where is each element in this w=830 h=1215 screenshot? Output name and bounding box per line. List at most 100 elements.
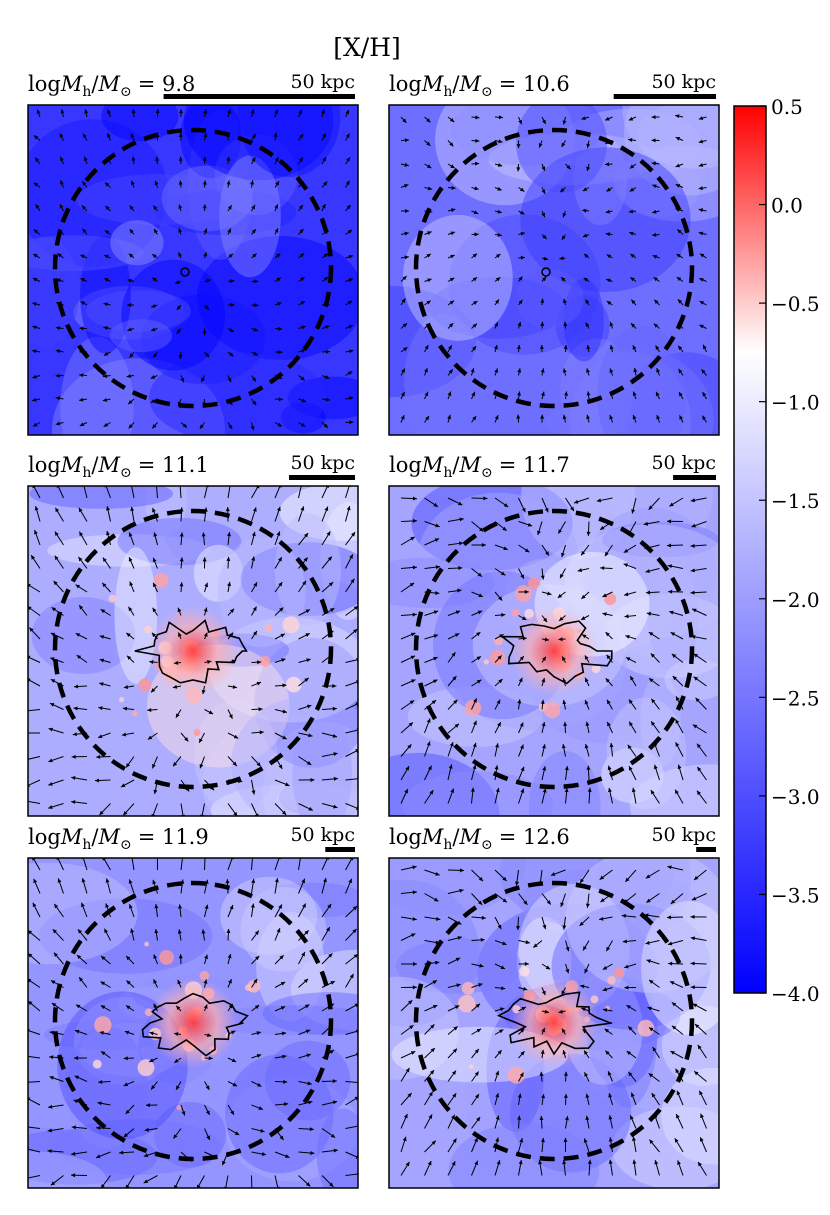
velocity-arrowhead [48,805,53,809]
velocity-arrowhead [497,1050,502,1055]
velocity-arrowhead [587,787,592,792]
gas-patch [220,876,318,955]
velocity-arrowhead [427,278,432,283]
velocity-arrowhead [545,965,551,970]
gas-patch [76,174,242,226]
label-sun-sub: ⊙ [481,84,493,100]
velocity-arrowhead [669,502,674,507]
velocity-arrowhead [623,548,629,553]
velocity-arrowhead [494,415,499,420]
gas-patch [465,1033,520,1164]
velocity-arrowhead [228,979,232,984]
metal-rich-clump [285,676,302,693]
label-mass-symbol: M [60,453,83,477]
colorbar-tick-label: −3.5 [771,883,820,907]
density-contour [180,267,190,277]
velocity-arrowhead [541,189,546,194]
velocity-arrowhead [228,714,233,719]
gas-patch [395,938,522,994]
velocity-arrowhead [450,208,456,213]
velocity-arrowhead [155,109,160,114]
velocity-arrowhead [278,582,283,587]
velocity-arrowhead [539,1115,544,1120]
gas-patch [28,1129,158,1185]
velocity-arrowhead [435,590,440,595]
velocity-arrowhead [333,776,338,781]
velocity-arrowhead [607,721,611,727]
velocity-arrowhead [630,1115,634,1120]
velocity-arrowhead [274,204,279,209]
velocity-arrowhead [586,345,591,350]
velocity-arrowhead [346,157,350,162]
velocity-arrowhead [179,532,184,537]
velocity-arrowhead [276,531,281,536]
velocity-arrowhead [497,924,502,930]
velocity-arrowhead [454,723,459,728]
velocity-arrowhead [333,804,338,809]
velocity-arrowhead [175,713,180,718]
velocity-arrowhead [104,230,110,235]
velocity-arrowhead [435,565,440,570]
velocity-arrowhead [564,391,568,396]
metal-rich-clump [461,981,475,995]
velocity-arrowhead [129,353,134,358]
velocity-arrowhead [207,1033,212,1038]
metal-rich-clump [193,728,201,737]
velocity-arrowhead [130,928,135,933]
velocity-arrowhead [481,543,486,548]
velocity-arrowhead [520,210,525,215]
label-sun-sub: ⊙ [481,837,493,853]
enriched-core [148,978,238,1068]
velocity-arrowhead [351,532,356,537]
velocity-arrow [131,486,135,499]
gas-patch [292,711,352,816]
velocity-arrowhead [432,679,438,684]
velocity-arrowhead [584,1050,588,1055]
velocity-arrowhead [427,1160,432,1166]
velocity-arrowhead [177,607,182,613]
velocity-arrow [345,1125,358,1129]
velocity-arrowhead [261,1152,267,1156]
velocity-arrowhead [279,955,284,960]
velocity-arrowhead [625,877,630,882]
velocity-arrowhead [645,590,651,595]
velocity-arrow [345,1173,358,1176]
velocity-arrowhead [35,204,40,209]
velocity-arrowhead [229,905,234,910]
panel-6: logMh/M⊙ = 12.6 50 kpc [388,824,720,1189]
velocity-arrowhead [453,699,458,704]
velocity-arrowhead [628,1026,633,1031]
gas-patch [210,783,358,816]
velocity-arrowhead [131,109,136,114]
velocity-arrowhead [408,722,413,727]
velocity-arrowhead [582,233,588,238]
gas-patch [28,1127,84,1173]
velocity-arrowhead [412,518,417,523]
velocity-arrowhead [184,737,189,742]
gas-patch [499,858,674,928]
velocity-arrowhead [300,422,306,427]
velocity-arrowhead [560,902,565,907]
velocity-arrow [131,858,135,871]
velocity-arrowhead [410,933,416,938]
velocity-arrowhead [427,765,432,771]
velocity-arrowhead [698,186,703,191]
velocity-arrowhead [150,375,156,379]
label-slash: / [452,825,460,849]
velocity-arrowhead [672,676,677,681]
velocity-arrowhead [698,139,704,144]
gas-patch [60,336,134,435]
velocity-arrowhead [433,897,439,902]
metal-rich-clump [514,585,532,602]
velocity-arrowhead [332,683,337,688]
label-value: = 12.6 [499,825,570,849]
velocity-arrowhead [607,699,611,705]
velocity-arrowhead [204,305,209,310]
velocity-arrowhead [668,961,673,966]
velocity-arrowhead [495,1115,500,1120]
velocity-arrowhead [677,764,682,770]
velocity-arrowhead [473,698,477,703]
velocity-arrow [57,486,64,499]
velocity-arrowhead [98,734,103,739]
velocity-arrowhead [403,347,408,352]
